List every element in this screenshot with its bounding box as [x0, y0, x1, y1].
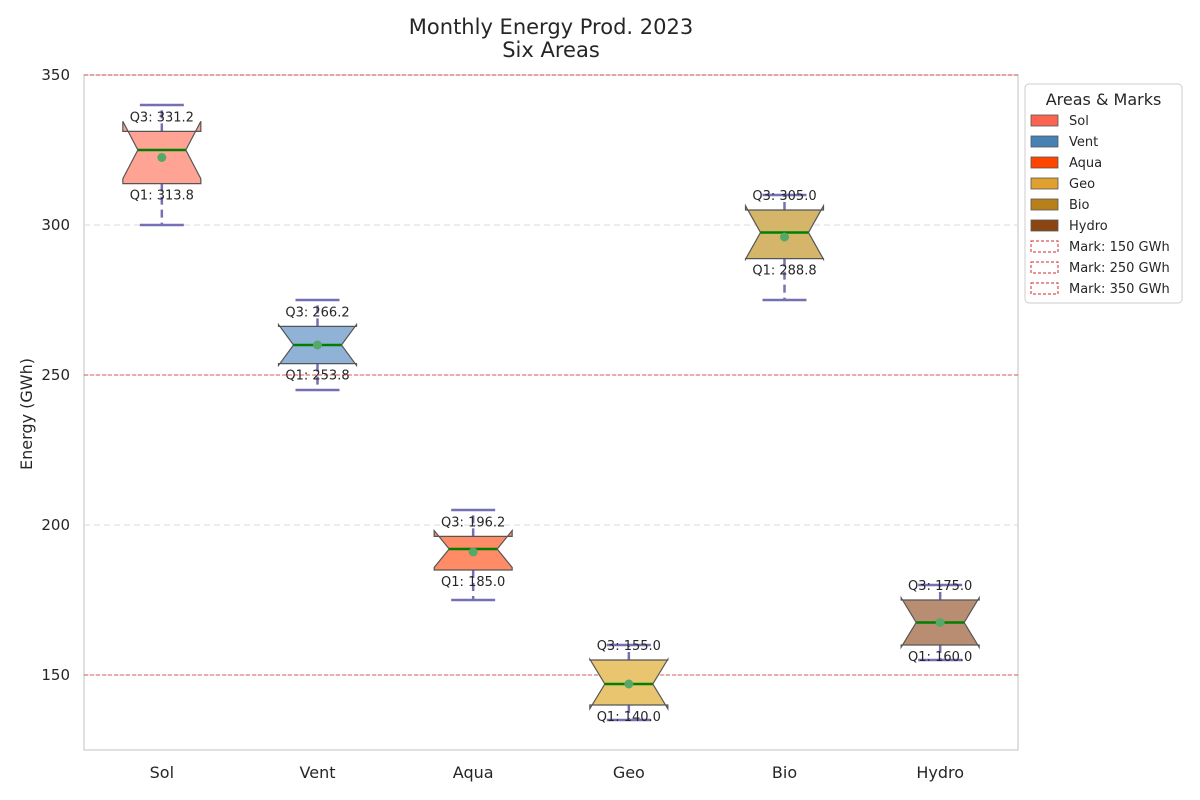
x-tick-label: Vent	[300, 763, 336, 782]
q1-label: Q1: 253.8	[285, 369, 349, 384]
q1-label: Q1: 313.8	[130, 189, 194, 204]
legend-swatch	[1031, 199, 1058, 210]
x-tick-label: Aqua	[453, 763, 494, 782]
q1-label: Q1: 140.0	[597, 710, 661, 725]
chart-title: Monthly Energy Prod. 2023	[409, 15, 693, 39]
legend-label: Bio	[1069, 198, 1090, 213]
q3-label: Q3: 155.0	[597, 639, 661, 654]
mean-marker	[624, 680, 633, 689]
y-axis-label: Energy (GWh)	[17, 358, 36, 470]
mean-marker	[780, 233, 789, 242]
q1-label: Q1: 288.8	[752, 264, 816, 279]
q1-label: Q1: 185.0	[441, 575, 505, 590]
y-tick-label: 250	[41, 366, 70, 384]
legend-label: Aqua	[1069, 156, 1102, 171]
y-tick-label: 150	[41, 666, 70, 684]
legend-title: Areas & Marks	[1046, 90, 1162, 109]
x-tick-label: Hydro	[916, 763, 964, 782]
y-tick-label: 300	[41, 216, 70, 234]
q3-label: Q3: 331.2	[130, 110, 194, 125]
legend-label: Mark: 250 GWh	[1069, 261, 1170, 276]
box-aqua: Q3: 196.2 Q1: 185.0	[434, 510, 512, 600]
legend-swatch	[1031, 136, 1058, 147]
y-tick-label: 350	[41, 66, 70, 84]
q3-label: Q3: 266.2	[285, 305, 349, 320]
x-tick-label: Sol	[150, 763, 174, 782]
chart-subtitle: Six Areas	[502, 38, 600, 62]
plot-area	[84, 75, 1018, 750]
x-tick-label: Bio	[772, 763, 797, 782]
q1-label: Q1: 160.0	[908, 650, 972, 665]
mean-marker	[313, 341, 322, 350]
legend-swatch	[1031, 178, 1058, 189]
q3-label: Q3: 305.0	[752, 189, 816, 204]
legend: Areas & Marks Sol Vent Aqua Geo Bio Hydro Mark:…	[1025, 84, 1182, 303]
legend-swatch	[1031, 220, 1058, 231]
legend-label: Vent	[1069, 135, 1098, 150]
legend-swatch	[1031, 157, 1058, 168]
q3-label: Q3: 175.0	[908, 579, 972, 594]
legend-label: Hydro	[1069, 219, 1108, 234]
legend-swatch	[1031, 115, 1058, 126]
y-tick-label: 200	[41, 516, 70, 534]
legend-label: Geo	[1069, 177, 1095, 192]
x-tick-label: Geo	[613, 763, 645, 782]
q3-label: Q3: 196.2	[441, 515, 505, 530]
legend-label: Mark: 150 GWh	[1069, 240, 1170, 255]
legend-label: Mark: 350 GWh	[1069, 282, 1170, 297]
mean-marker	[469, 548, 478, 557]
mean-marker	[936, 618, 945, 627]
mean-marker	[157, 153, 166, 162]
legend-label: Sol	[1069, 114, 1089, 129]
